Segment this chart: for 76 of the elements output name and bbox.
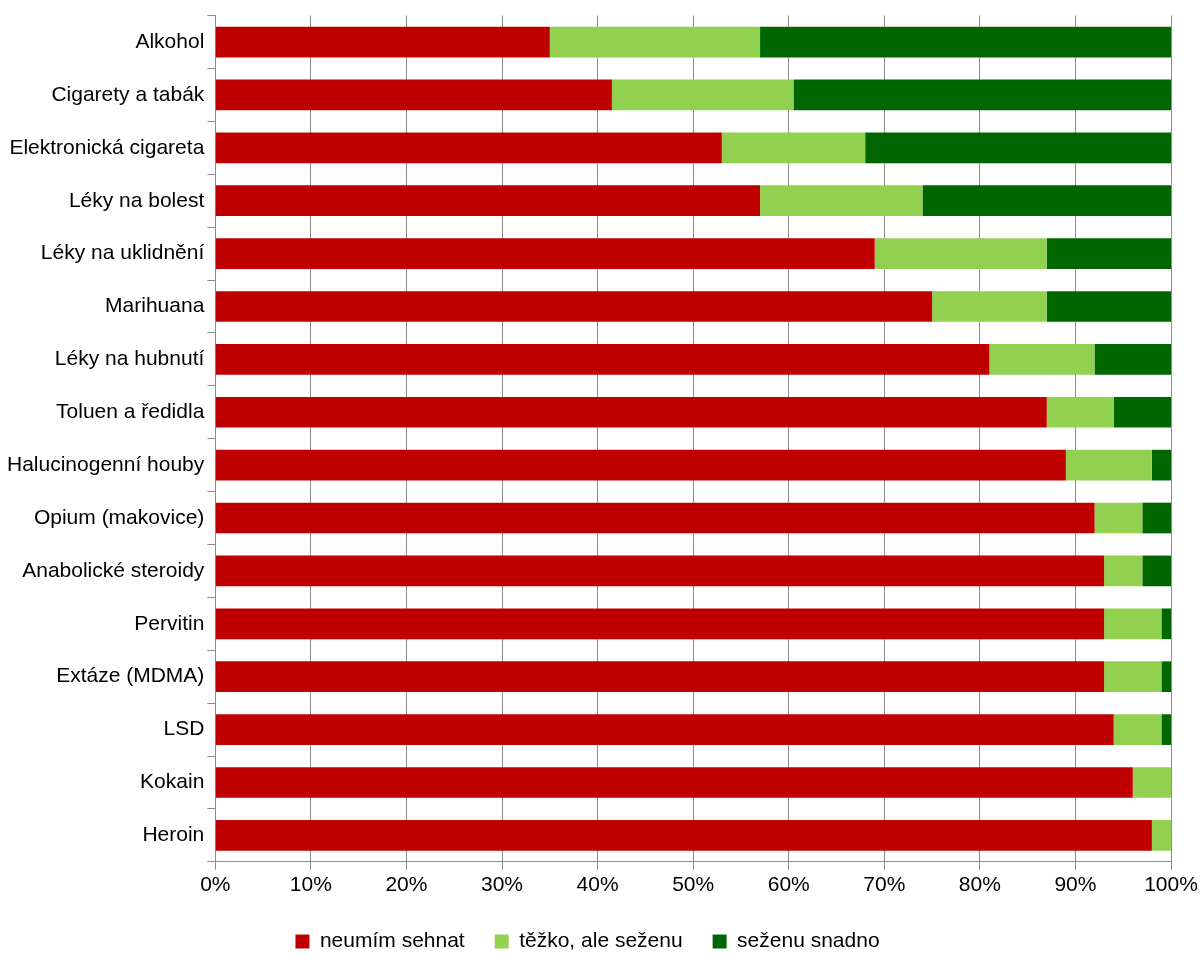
bar [793,79,1171,111]
y-tick-label: Elektronická cigareta [9,134,205,158]
x-tick-label: 60% [767,872,810,896]
bar [760,185,923,217]
bar [932,291,1047,322]
bar [215,608,1105,640]
bar [1104,555,1143,587]
x-tick-label: 20% [385,872,428,896]
bar [1132,767,1171,798]
y-tick-label: Halucinogenní houby [6,451,205,475]
bar [215,714,1114,745]
bar [1113,714,1162,745]
bar [215,185,761,217]
x-tick-label: 70% [863,872,906,896]
bar [1142,555,1171,587]
x-tick-label: 10% [289,872,332,896]
y-tick-label: Léky na bolest [68,187,205,211]
x-tick-label: 40% [576,872,619,896]
x-tick-label: 80% [958,872,1001,896]
bar [1151,449,1171,481]
bar [1046,238,1171,269]
bar [1046,396,1114,428]
x-tick-label: 90% [1054,872,1097,896]
bar [865,132,1171,164]
legend-label: těžko, ale seženu [519,928,683,952]
bar [215,79,612,111]
bar [1142,502,1171,534]
bar [215,661,1105,693]
y-tick-label: Léky na uklidnění [40,240,205,264]
bar [721,132,866,164]
y-tick-label: Kokain [140,769,205,793]
bar [1161,608,1171,640]
y-tick-label: Heroin [142,822,205,846]
y-tick-label: LSD [163,716,205,740]
bar [549,26,761,58]
bar [1161,714,1171,745]
bar [1046,291,1171,322]
bar [1151,820,1171,851]
bar [1161,661,1171,693]
bar [215,26,550,58]
legend-label: seženu snadno [737,928,880,952]
x-tick-label: 100% [1144,872,1198,896]
y-tick-label: Anabolické steroidy [22,557,205,581]
bar [1065,449,1152,481]
bar [215,820,1152,851]
y-tick-label: Cigarety a tabák [51,81,205,105]
y-tick-label: Opium (makovice) [33,504,205,528]
bar [1094,344,1171,375]
x-tick-label: 30% [481,872,524,896]
bar [215,502,1095,534]
y-tick-label: Léky na hubnutí [54,346,205,370]
bar [989,344,1095,375]
y-tick-label: Pervitin [134,610,205,634]
bar [215,396,1047,428]
bar [215,344,990,375]
bar [760,26,1171,58]
bar [1094,502,1143,534]
bar [215,132,722,164]
bar [1104,608,1162,640]
bar [215,555,1105,587]
x-tick-label: 50% [672,872,715,896]
y-tick-label: Marihuana [105,293,205,317]
bar [215,238,875,269]
y-tick-label: Toluen a ředidla [56,399,205,423]
bar [1104,661,1162,693]
bar [922,185,1171,217]
bar [611,79,794,111]
x-tick-label: 0% [200,872,231,896]
bar [215,449,1066,481]
y-tick-label: Extáze (MDMA) [56,663,205,687]
bar [215,767,1133,798]
bar [874,238,1047,269]
bar [215,291,933,322]
y-tick-label: Alkohol [135,28,205,52]
legend-label: neumím sehnat [319,928,465,952]
bar [1113,396,1171,428]
